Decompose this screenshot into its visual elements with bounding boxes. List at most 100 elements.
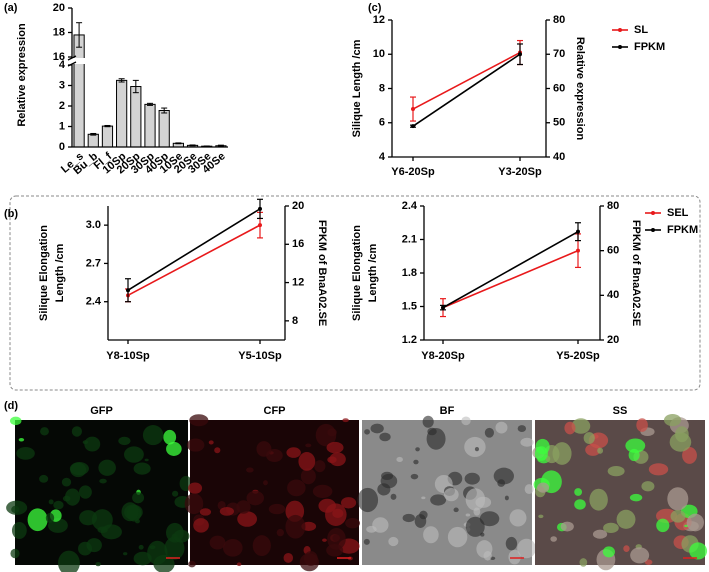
cell [396,456,403,463]
y-tick-label: 20 [292,200,304,212]
cell [579,558,588,567]
axis-break [66,58,222,64]
image-title: CFP [264,405,286,417]
y-tick-label: 20 [53,2,65,14]
cell [132,492,145,504]
cell [370,423,384,434]
y-tick-label: 10 [373,48,385,60]
y-tick-label: 3.0 [86,219,101,231]
cell [415,447,420,452]
cell [381,471,394,481]
cell [602,546,615,558]
marker [576,248,580,253]
panel-label: (b) [4,208,18,220]
cell [300,468,316,485]
cell [465,516,485,537]
cell [299,553,319,572]
cell [689,542,708,560]
y-axis-label: Relative expression [16,23,28,127]
cell [95,561,101,567]
cell [27,508,48,532]
cell [283,552,294,563]
marker [441,305,445,310]
bar [87,133,99,148]
y-tick-label: 8 [292,315,298,327]
cell [372,517,389,533]
cell [422,415,434,428]
cell [16,446,35,460]
y-tick-label: 2.4 [402,200,418,212]
cell [534,446,548,461]
y-tick-label: 12 [373,14,385,26]
cell [461,416,471,426]
y-tick-label: 4 [379,151,386,163]
cell [79,510,98,526]
bar [101,125,114,148]
cell [607,465,625,477]
cell [479,511,500,527]
cell [413,459,419,465]
bar [73,34,85,148]
line [442,230,579,309]
cell [219,506,235,516]
cell [644,559,653,565]
y-tick-label: 18 [53,26,65,38]
x-tick-label: Y5-10Sp [238,350,282,362]
cell [99,478,107,484]
cell [402,513,415,523]
cell [256,441,272,457]
y-tick-label: 3 [59,79,65,91]
cell [276,528,285,537]
cell [147,540,168,565]
y-axis-label: Silique Elongation [38,225,50,321]
cell [121,502,139,522]
y-tick-label: 70 [553,48,565,60]
cell [199,508,212,516]
legend-swatch [651,228,655,232]
cell [312,484,333,498]
cell [603,522,619,534]
legend-label: FPKM [667,224,698,236]
cell [447,526,468,548]
marker [411,124,415,129]
cell [504,495,509,501]
cell [520,437,534,447]
cell [517,538,536,559]
micrograph [532,413,708,571]
cell [164,536,185,560]
y-tick-label: 2.4 [86,296,102,308]
cell [574,499,586,510]
cell [57,550,80,572]
cell [508,549,521,565]
cell [332,534,341,542]
y-tick-label: 16 [53,51,65,63]
cell [62,495,71,502]
cell [505,536,518,551]
cell [667,487,689,511]
cell [208,440,214,445]
cell [124,446,144,463]
cell [327,428,337,437]
bar [158,110,170,148]
y-axis-label: Length /cm [367,243,379,302]
y2-axis-label: Relative expression [574,37,586,141]
cell [78,485,92,499]
x-tick-label: Y5-20Sp [556,350,600,362]
cell [430,494,447,506]
y-tick-label: 1.2 [402,334,417,346]
cell [237,511,258,527]
cell [342,418,349,423]
cell [84,436,101,452]
y-tick-label: 4 [59,59,66,71]
cell [193,518,209,533]
cell [670,509,686,523]
x-tick-label: Y8-20Sp [421,350,465,362]
cell [682,446,697,464]
line [412,51,521,110]
cell [592,529,608,539]
micrograph [6,416,193,572]
legend-label: SL [634,24,648,36]
cell [118,436,131,446]
y-tick-label: 2.7 [86,257,101,269]
cell [48,518,68,533]
